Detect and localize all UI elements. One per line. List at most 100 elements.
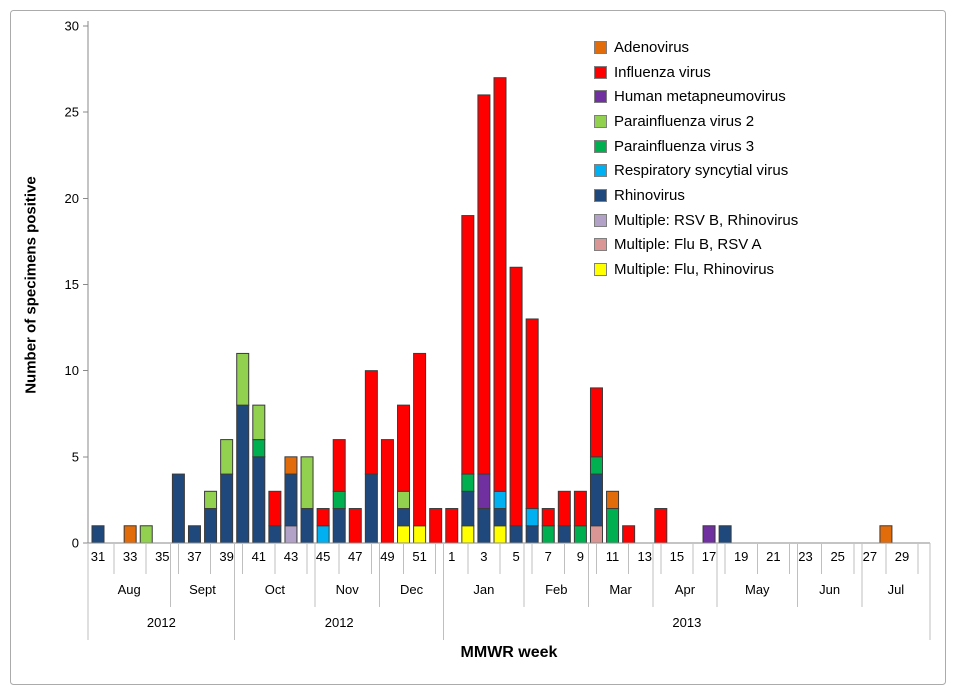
week-label-2013-17: 17	[702, 549, 716, 564]
bar-segment-adenovirus	[123, 525, 137, 544]
week-label-2012-35: 35	[155, 549, 169, 564]
bar-segment-piv3	[332, 490, 346, 510]
bar-segment-rhinovirus	[300, 508, 314, 544]
y-tick-label-0: 0	[72, 536, 79, 551]
legend-label-adenovirus: Adenovirus	[614, 38, 690, 56]
bar-week-2012-48	[364, 370, 378, 544]
week-label-2012-33: 33	[123, 549, 137, 564]
bar-week-2013-5	[509, 266, 523, 544]
week-label-2012-37: 37	[187, 549, 201, 564]
bar-segment-rhinovirus	[525, 525, 539, 544]
legend-label-rhinovirus: Rhinovirus	[614, 186, 685, 204]
bar-segment-influenza	[509, 266, 523, 527]
bar-segment-influenza	[541, 508, 555, 527]
week-label-2013-23: 23	[798, 549, 812, 564]
bar-segment-rsv	[493, 490, 507, 510]
bar-segment-influenza	[429, 508, 443, 544]
week-label-2013-21: 21	[766, 549, 780, 564]
y-tick-label-15: 15	[65, 277, 79, 292]
bar-segment-adenovirus	[879, 525, 893, 544]
figure-border	[10, 10, 946, 685]
bar-segment-rhinovirus	[397, 508, 411, 527]
bar-segment-multi_flu_rhino	[413, 525, 427, 544]
bar-segment-influenza	[557, 490, 571, 527]
bar-segment-rhinovirus	[557, 525, 571, 544]
week-label-2012-51: 51	[412, 549, 426, 564]
year-label-2012-1: 2012	[325, 615, 354, 630]
y-tick-label-10: 10	[65, 363, 79, 378]
bar-week-2012-47	[348, 508, 362, 544]
week-label-2013-29: 29	[895, 549, 909, 564]
bar-week-2013-28	[879, 525, 893, 544]
bar-segment-rhinovirus	[252, 456, 266, 544]
bar-segment-hmpv	[702, 525, 716, 544]
legend-swatch-multi_rsvb_rhino	[594, 213, 607, 227]
bar-week-2013-8	[557, 490, 571, 544]
legend-item-multi_flub_rsva: Multiple: Flu B, RSV A	[594, 233, 798, 258]
bar-segment-piv2	[204, 490, 218, 510]
bar-segment-piv2	[236, 352, 250, 406]
bar-segment-influenza	[445, 508, 459, 544]
month-label-Dec: Dec	[400, 582, 424, 597]
month-label-Aug: Aug	[118, 582, 141, 597]
bar-segment-influenza	[573, 490, 587, 527]
month-label-Nov: Nov	[336, 582, 360, 597]
year-label-2013-2: 2013	[672, 615, 701, 630]
bar-week-2012-42	[268, 490, 282, 544]
bar-segment-influenza	[413, 352, 427, 527]
bar-week-2012-46	[332, 439, 346, 544]
week-label-2013-13: 13	[637, 549, 651, 564]
legend-swatch-multi_flu_rhino	[594, 263, 607, 277]
bar-week-2012-44	[300, 456, 314, 544]
x-axis-title: MMWR week	[460, 644, 558, 661]
bar-segment-influenza	[397, 404, 411, 492]
month-label-Oct: Oct	[265, 582, 286, 597]
bar-segment-piv2	[397, 490, 411, 510]
month-label-Jun: Jun	[819, 582, 840, 597]
legend-swatch-multi_flub_rsva	[594, 238, 607, 252]
legend: Adenovirus Influenza virus Human metapneum…	[594, 35, 798, 282]
legend-label-hmpv: Human metapneumovirus	[614, 88, 786, 106]
week-label-2013-1: 1	[448, 549, 455, 564]
bar-segment-rsv	[525, 508, 539, 527]
week-label-2013-27: 27	[863, 549, 877, 564]
legend-label-multi_flu_rhino: Multiple: Flu, Rhinovirus	[614, 261, 775, 279]
legend-item-adenovirus: Adenovirus	[594, 35, 798, 60]
legend-item-influenza: Influenza virus	[594, 60, 798, 85]
bar-week-2012-37	[187, 525, 201, 544]
bar-segment-influenza	[348, 508, 362, 544]
week-label-2013-7: 7	[545, 549, 552, 564]
bar-segment-rhinovirus	[509, 525, 523, 544]
bar-week-2012-49	[380, 439, 394, 544]
bar-segment-influenza	[622, 525, 636, 544]
bar-segment-rhinovirus	[477, 508, 491, 544]
bar-week-2013-6	[525, 318, 539, 544]
bar-segment-rhinovirus	[364, 473, 378, 544]
week-label-2013-3: 3	[480, 549, 487, 564]
bar-segment-piv2	[220, 439, 234, 475]
week-label-2013-5: 5	[512, 549, 519, 564]
legend-swatch-piv3	[594, 139, 607, 153]
bar-week-2012-45	[316, 508, 330, 544]
bar-segment-piv2	[139, 525, 153, 544]
week-label-2012-49: 49	[380, 549, 394, 564]
bar-week-2012-51	[413, 352, 427, 544]
bar-week-2013-9	[573, 490, 587, 544]
bar-segment-rhinovirus	[236, 404, 250, 544]
bar-week-2012-52	[429, 508, 443, 544]
bar-segment-piv3	[252, 439, 266, 458]
week-label-2012-45: 45	[316, 549, 330, 564]
bar-week-2012-50	[397, 404, 411, 544]
bar-segment-piv2	[252, 404, 266, 441]
bar-segment-adenovirus	[606, 490, 620, 510]
bar-week-2013-4	[493, 77, 507, 544]
bar-week-2012-33	[123, 525, 137, 544]
bar-segment-rhinovirus	[220, 473, 234, 544]
bar-segment-hmpv	[477, 473, 491, 510]
month-label-Mar: Mar	[609, 582, 632, 597]
bar-week-2013-12	[622, 525, 636, 544]
bar-week-2013-7	[541, 508, 555, 544]
bar-week-2013-1	[445, 508, 459, 544]
legend-swatch-piv2	[594, 114, 607, 128]
